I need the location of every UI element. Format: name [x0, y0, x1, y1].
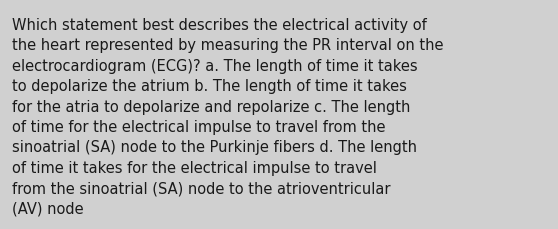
- Text: Which statement best describes the electrical activity of
the heart represented : Which statement best describes the elect…: [12, 18, 444, 216]
